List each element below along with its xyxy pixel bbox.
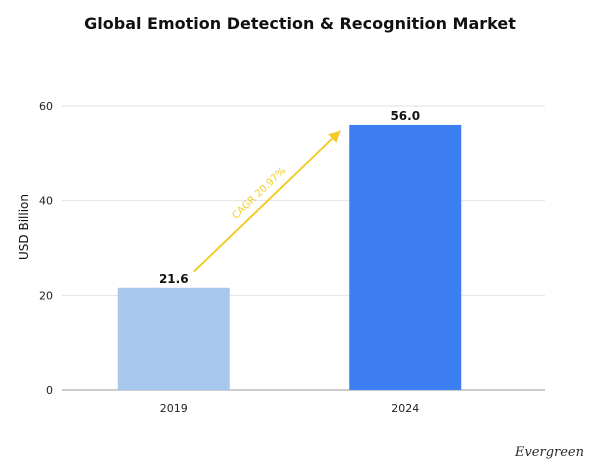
bar-2024 [349,124,462,390]
y-tick-label: 0 [46,384,53,397]
bar-2019 [117,287,230,390]
y-tick-label: 40 [39,195,53,208]
x-tick-label-2019: 2019 [160,402,188,415]
x-tick-label-2024: 2024 [391,402,419,415]
data-label-2024: 56.0 [390,109,420,123]
y-tick-label: 20 [39,289,53,302]
cagr-arrow-line [193,130,341,273]
cagr-arrow-head [328,130,341,143]
chart-title: Global Emotion Detection & Recognition M… [84,14,516,33]
brand-logo: Evergreen [514,445,584,460]
data-label-2019: 21.6 [159,272,189,286]
y-tick-label: 60 [39,100,53,113]
cagr-annotation-label: CAGR 20.97% [230,165,288,221]
